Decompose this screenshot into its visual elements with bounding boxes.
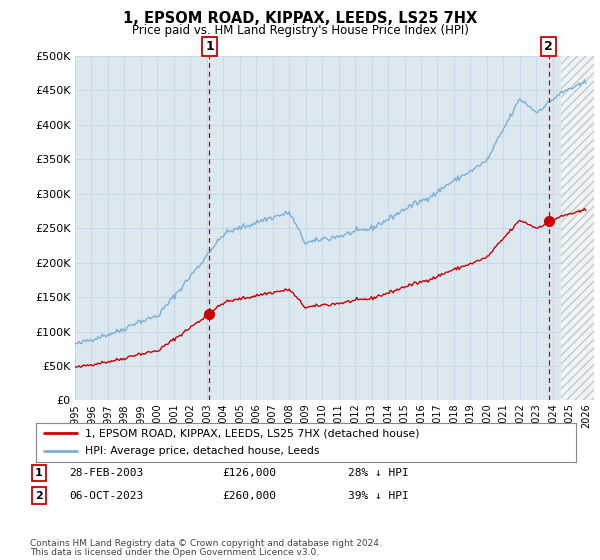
Text: 1, EPSOM ROAD, KIPPAX, LEEDS, LS25 7HX: 1, EPSOM ROAD, KIPPAX, LEEDS, LS25 7HX xyxy=(123,11,477,26)
Text: 1: 1 xyxy=(35,468,43,478)
Text: £126,000: £126,000 xyxy=(222,468,276,478)
Text: 28% ↓ HPI: 28% ↓ HPI xyxy=(348,468,409,478)
Bar xyxy=(561,56,594,400)
Text: 1, EPSOM ROAD, KIPPAX, LEEDS, LS25 7HX (detached house): 1, EPSOM ROAD, KIPPAX, LEEDS, LS25 7HX (… xyxy=(85,428,419,438)
Text: 28-FEB-2003: 28-FEB-2003 xyxy=(69,468,143,478)
Text: 06-OCT-2023: 06-OCT-2023 xyxy=(69,491,143,501)
Text: Price paid vs. HM Land Registry's House Price Index (HPI): Price paid vs. HM Land Registry's House … xyxy=(131,24,469,37)
Text: Contains HM Land Registry data © Crown copyright and database right 2024.: Contains HM Land Registry data © Crown c… xyxy=(30,539,382,548)
Text: 2: 2 xyxy=(35,491,43,501)
Text: This data is licensed under the Open Government Licence v3.0.: This data is licensed under the Open Gov… xyxy=(30,548,319,557)
Text: 39% ↓ HPI: 39% ↓ HPI xyxy=(348,491,409,501)
Text: 2: 2 xyxy=(544,40,553,53)
Text: 1: 1 xyxy=(205,40,214,53)
Text: £260,000: £260,000 xyxy=(222,491,276,501)
Text: HPI: Average price, detached house, Leeds: HPI: Average price, detached house, Leed… xyxy=(85,446,319,456)
